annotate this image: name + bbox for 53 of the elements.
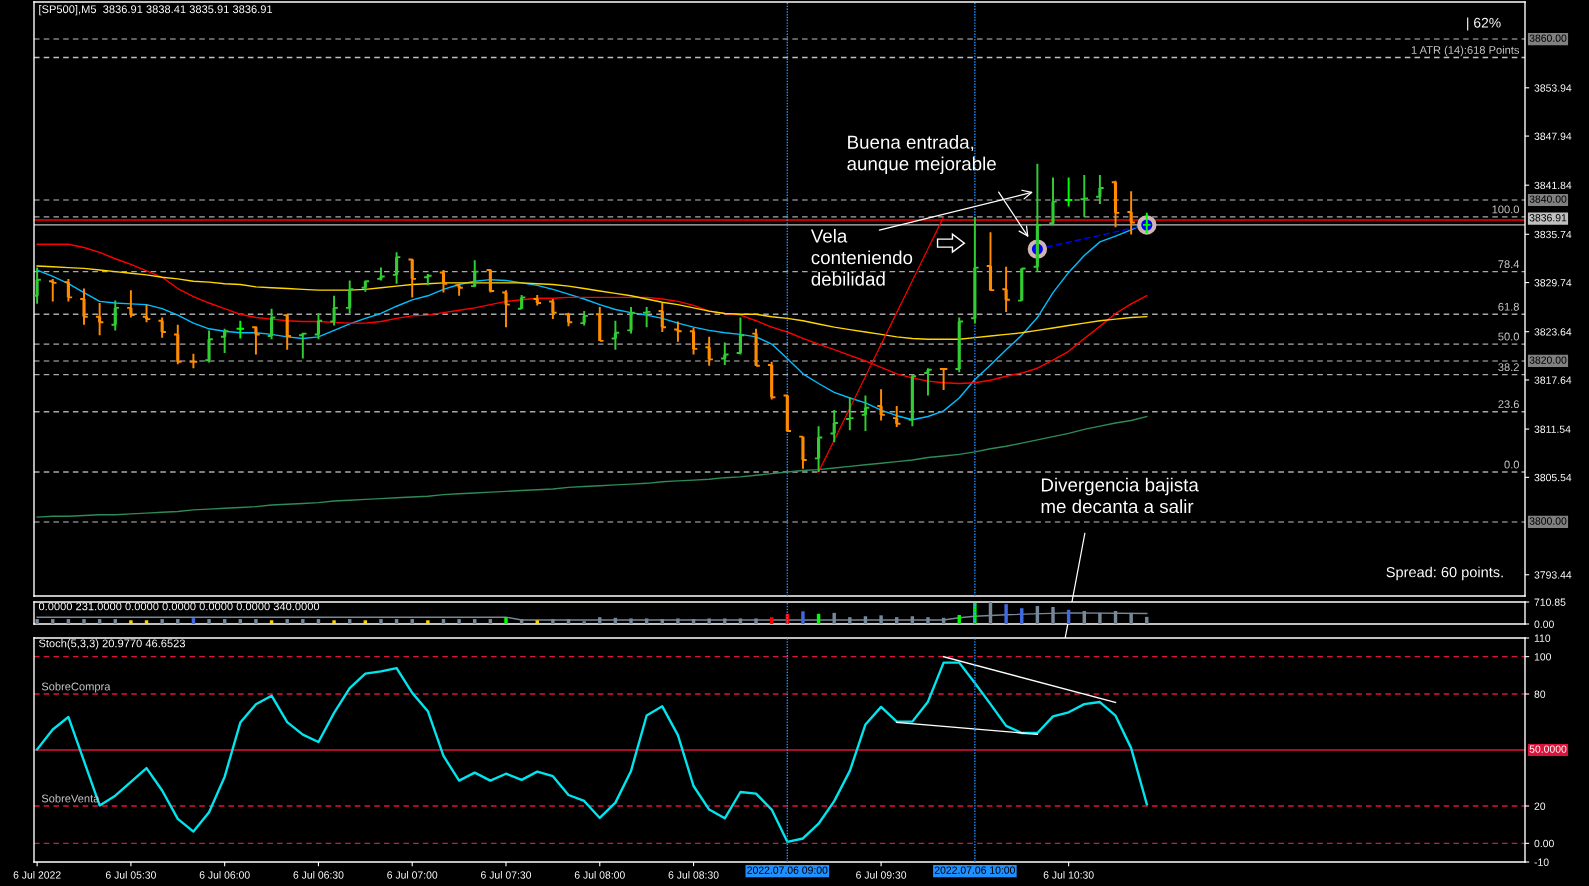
annotation: | 62% (1467, 17, 1501, 31)
annotation: 23.6 (1498, 400, 1519, 409)
ref-line-label: 3860.00 (1529, 34, 1567, 42)
x-tick-label: 6 Jul 06:30 (293, 871, 344, 879)
annotation: 50.0 (1498, 332, 1520, 341)
y-tick-label: 3793.44 (1534, 571, 1572, 579)
ref-line-label: 3820.00 (1529, 356, 1567, 364)
x-tick-label: 6 Jul 2022 (13, 871, 61, 879)
ref-line-label: 2022.07.06 09:00 (747, 866, 828, 874)
y-tick-label: 3835.74 (1534, 230, 1572, 239)
chart-title: Stoch(5,3,3) 20.9770 46.6523 (38, 639, 186, 650)
ref-line-label: 50.0000 (1529, 745, 1567, 753)
chart-title: [SP500],M5 3836.91 3838.41 3835.91 3836.91 (39, 4, 273, 16)
annotation: 38.2 (1498, 363, 1519, 372)
y-tick-label: 3805.54 (1534, 473, 1572, 482)
y-tick-label: 110 (1534, 634, 1551, 642)
y-tick-label: 710.85 (1534, 598, 1566, 606)
annotation: Buena entrada, aunque mejorable (847, 135, 996, 175)
annotation: Spread: 60 points. (1386, 566, 1503, 581)
x-tick-label: 6 Jul 05:30 (105, 871, 156, 879)
x-tick-label: 6 Jul 07:30 (481, 871, 532, 879)
y-tick-label: 3811.54 (1534, 425, 1571, 433)
ref-line-label: 3840.00 (1529, 195, 1567, 203)
y-tick-label: 3817.64 (1534, 376, 1572, 384)
y-tick-label: 3823.64 (1534, 328, 1572, 336)
x-tick-label: 6 Jul 09:30 (856, 871, 907, 879)
x-tick-label: 6 Jul 06:00 (199, 871, 250, 879)
y-tick-label: 20 (1534, 802, 1546, 810)
annotation: 78.4 (1498, 260, 1520, 269)
annotation: 0.0 (1504, 460, 1520, 469)
x-tick-label: 6 Jul 07:00 (387, 871, 438, 879)
y-tick-label: 100 (1534, 653, 1551, 661)
x-tick-label: 6 Jul 10:30 (1043, 871, 1094, 879)
annotation: Vela conteniendo debilidad (810, 228, 913, 286)
x-tick-label: 6 Jul 08:00 (574, 871, 625, 879)
annotation: 1 ATR (14):618 Points (1411, 45, 1520, 57)
y-tick-label: 0.00 (1534, 839, 1554, 848)
y-tick-label: 3829.74 (1534, 279, 1572, 287)
y-tick-label: 3847.94 (1534, 132, 1572, 140)
annotation: SobreCompra (41, 682, 111, 693)
y-tick-label: -10 (1534, 858, 1549, 866)
x-tick-label: 6 Jul 08:30 (668, 871, 719, 879)
ref-line-label: 3836.91 (1529, 214, 1567, 222)
y-tick-label: 0.00 (1534, 620, 1554, 628)
annotation: 61.8 (1498, 302, 1519, 311)
annotation: Divergencia bajista me decanta a salir (1041, 477, 1199, 514)
y-tick-label: 3841.84 (1534, 181, 1572, 190)
chart-title: 0.0000 231.0000 0.0000 0.0000 0.0000 0.0000 340.0000 (38, 602, 320, 611)
annotation: 100.0 (1492, 205, 1520, 214)
y-tick-label: 3853.94 (1534, 84, 1572, 92)
y-tick-label: 80 (1534, 690, 1546, 698)
ref-line-label: 3800.00 (1529, 517, 1567, 525)
ref-line-label: 2022.07.06 10:00 (934, 866, 1016, 874)
